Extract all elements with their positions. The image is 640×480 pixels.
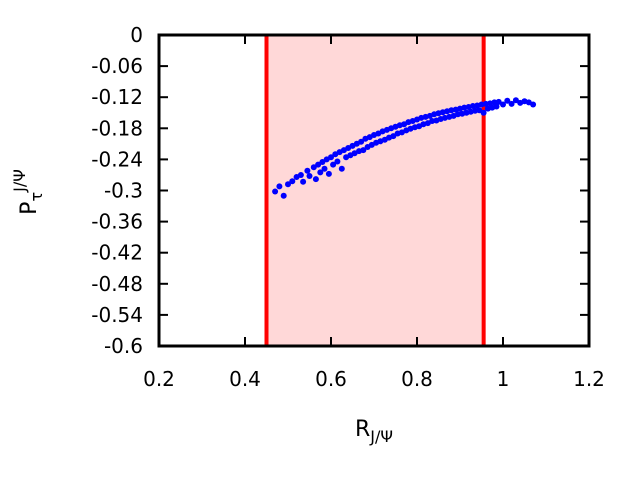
y-tick-label: -0.6 — [104, 334, 143, 358]
data-point — [297, 172, 304, 178]
y-axis-title-main: P — [17, 202, 42, 215]
y-tick-label: -0.24 — [91, 147, 143, 171]
y-tick-label: -0.12 — [91, 85, 143, 109]
x-axis-title-sub: J/Ψ — [369, 427, 393, 446]
data-point — [358, 138, 365, 145]
data-point — [493, 103, 500, 110]
data-point — [495, 98, 502, 105]
y-axis-title: PτJ/Ψ — [10, 169, 46, 215]
x-tick-label: 0.8 — [401, 367, 433, 391]
data-point — [330, 161, 337, 168]
data-point — [334, 158, 341, 165]
data-point — [338, 165, 345, 172]
y-tick-label: -0.42 — [91, 241, 143, 265]
y-tick-label: 0 — [130, 23, 143, 47]
y-tick-labels: 0 -0.06 -0.12 -0.18 -0.24 -0.3 -0.36 -0.42 -0.48… — [91, 23, 143, 358]
data-point — [285, 181, 291, 188]
data-point — [317, 169, 324, 176]
data-point — [500, 101, 506, 108]
x-tick-label: 0.6 — [315, 367, 347, 391]
data-point — [306, 173, 313, 179]
y-axis-title-sup: J/Ψ — [10, 169, 29, 193]
data-point — [512, 97, 519, 104]
data-point — [300, 178, 307, 185]
data-point — [319, 159, 326, 165]
data-point — [272, 188, 279, 195]
y-tick-label: -0.54 — [91, 303, 143, 327]
data-point — [476, 107, 483, 114]
x-tick-label: 0.4 — [229, 367, 261, 391]
x-tick-label: 1.2 — [573, 367, 605, 391]
data-point — [304, 167, 311, 174]
y-tick-label: -0.48 — [91, 272, 143, 296]
data-point — [325, 170, 332, 177]
data-point — [321, 165, 328, 172]
y-tick-label: -0.36 — [91, 210, 143, 234]
data-points — [272, 97, 537, 199]
data-point — [280, 192, 287, 199]
x-axis-title-main: R — [355, 417, 370, 442]
y-tick-label: -0.06 — [91, 54, 143, 78]
data-point — [530, 101, 537, 108]
x-tick-labels: 0.2 0.4 0.6 0.8 1 1.2 — [143, 367, 605, 391]
data-point — [390, 133, 397, 140]
data-point — [328, 154, 334, 161]
data-point — [276, 183, 283, 190]
y-axis-title-sub: τ — [27, 192, 46, 202]
axis-ticks — [158, 34, 590, 347]
data-point — [315, 161, 322, 168]
x-tick-label: 1 — [497, 367, 510, 391]
data-point — [360, 147, 367, 154]
x-tick-label: 0.2 — [143, 367, 175, 391]
x-axis-title: RJ/Ψ — [355, 417, 393, 446]
data-point — [480, 109, 487, 116]
y-tick-label: -0.18 — [91, 116, 143, 140]
data-point — [312, 176, 319, 183]
data-point — [508, 100, 515, 107]
data-point — [289, 178, 296, 185]
data-point — [504, 97, 511, 104]
highlight-band — [266, 35, 484, 346]
y-tick-label: -0.3 — [104, 179, 143, 203]
data-point — [310, 164, 317, 171]
